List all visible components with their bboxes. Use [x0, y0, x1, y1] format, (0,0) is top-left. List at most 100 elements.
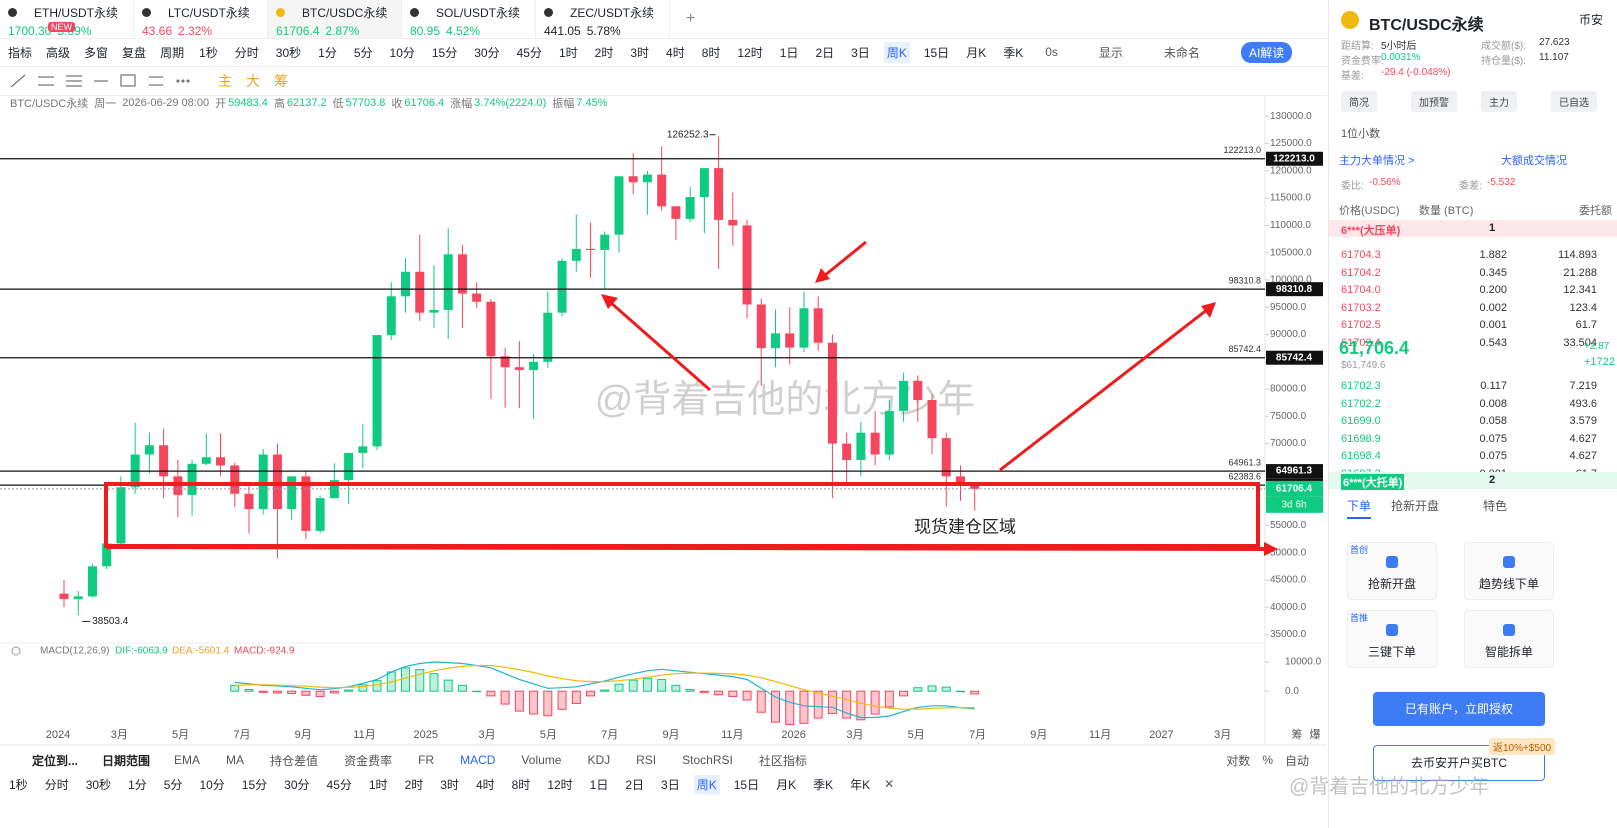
interval-button[interactable]: 15分	[431, 45, 458, 60]
link[interactable]: 主力大单情况 >	[1339, 155, 1415, 167]
tool-button[interactable]: 高级	[46, 45, 71, 60]
tool-button[interactable]: 0s	[1045, 45, 1058, 59]
panel-button[interactable]: 主力	[1481, 91, 1517, 112]
axis-option[interactable]: 自动	[1284, 753, 1309, 768]
order-tab[interactable]: 特色	[1483, 499, 1508, 513]
close-button[interactable]: ✕	[884, 777, 895, 791]
precision-select[interactable]: 1位小数	[1341, 128, 1381, 140]
feature-card[interactable]: 首推 三键下单	[1347, 610, 1437, 668]
interval-button[interactable]: 12时	[547, 777, 573, 792]
interval-button[interactable]: 2日	[625, 777, 645, 792]
indicator-button[interactable]: Volume	[521, 753, 562, 767]
tab[interactable]: LTC/USDT永续 43.66 2.32%	[134, 0, 268, 38]
interval-button[interactable]: 分时	[234, 45, 259, 60]
interval-button[interactable]: 10分	[199, 777, 225, 792]
interval-button[interactable]: 月K	[776, 777, 797, 792]
cta-button[interactable]: 已有账户，立即授权	[1373, 692, 1545, 726]
interval-button[interactable]: 1日	[589, 777, 609, 792]
book-cell: 1.882	[1479, 249, 1507, 261]
overlay-button[interactable]: 主	[218, 73, 232, 89]
interval-button[interactable]: 4时	[475, 777, 495, 792]
link[interactable]: 大额成交情况	[1501, 155, 1567, 167]
cta-button[interactable]: 去币安开户买BTC	[1373, 745, 1545, 781]
indicator-button[interactable]: FR	[418, 753, 435, 767]
interval-button[interactable]: 45分	[326, 777, 352, 792]
interval-button[interactable]: 3日	[851, 45, 870, 60]
interval-button[interactable]: 年K	[850, 777, 871, 792]
order-tab[interactable]: 抢新开盘	[1391, 499, 1440, 513]
interval-button[interactable]: 1分	[318, 45, 337, 60]
interval-button[interactable]: 1秒	[199, 45, 218, 60]
feature-card[interactable]: 智能拆单	[1464, 610, 1554, 668]
macd-bar	[344, 689, 354, 692]
feature-card[interactable]: 首创 抢新开盘	[1347, 542, 1437, 600]
interval-button[interactable]: 10分	[389, 45, 415, 60]
overlay-button[interactable]: 大	[246, 73, 260, 89]
indicator-button[interactable]: 资金费率	[344, 753, 393, 768]
feature-card[interactable]: 趋势线下单	[1464, 542, 1554, 600]
tool-button[interactable]: AI解读	[1240, 41, 1293, 63]
interval-button[interactable]: 45分	[516, 45, 542, 60]
interval-button[interactable]: 3时	[440, 777, 459, 792]
interval-button[interactable]: 周K	[693, 774, 720, 794]
interval-button[interactable]: 季K	[1003, 45, 1024, 60]
interval-button[interactable]: 1日	[779, 45, 799, 60]
interval-button[interactable]: 8时	[701, 45, 721, 60]
tool-button[interactable]: 多窗	[84, 45, 109, 60]
interval-button[interactable]: 2时	[594, 45, 614, 60]
tab[interactable]: ETH/USDT永续 1700.30 5.69% NEW	[0, 0, 134, 38]
indicator-button[interactable]: MACD	[460, 753, 496, 767]
bottom-button[interactable]: 定位到...	[32, 753, 79, 768]
indicator-button[interactable]: 持仓差值	[270, 753, 319, 768]
interval-button[interactable]: 8时	[511, 777, 531, 792]
axis-option[interactable]: %	[1262, 753, 1273, 767]
interval-button[interactable]: 15日	[733, 777, 760, 792]
interval-button[interactable]: 1秒	[9, 777, 28, 792]
tab[interactable]: SOL/USDT永续 80.95 4.52%	[402, 0, 536, 38]
interval-button[interactable]: 30分	[474, 45, 500, 60]
tool-button[interactable]: 指标	[8, 45, 33, 60]
interval-button[interactable]: 5分	[163, 777, 183, 792]
interval-button[interactable]: 30分	[284, 777, 310, 792]
interval-button[interactable]: 3日	[661, 777, 680, 792]
order-tab[interactable]: 下单	[1347, 497, 1372, 519]
interval-button[interactable]: 季K	[813, 777, 834, 792]
interval-button[interactable]: 周K	[883, 41, 910, 63]
interval-button[interactable]: 1时	[558, 45, 578, 60]
tool-button[interactable]: 复盘	[122, 45, 147, 60]
tab[interactable]: ZEC/USDT永续 441.05 5.78%	[536, 0, 670, 38]
interval-button[interactable]: 分时	[44, 777, 69, 792]
indicator-button[interactable]: EMA	[174, 753, 201, 767]
period-button[interactable]: 周期	[160, 45, 185, 60]
interval-button[interactable]: 30秒	[85, 777, 112, 792]
panel-button[interactable]: 简况	[1341, 91, 1377, 112]
interval-button[interactable]: 2时	[404, 777, 424, 792]
indicator-button[interactable]: MA	[226, 753, 245, 767]
axis-option[interactable]: 对数	[1226, 753, 1251, 768]
indicator-button[interactable]: RSI	[636, 753, 657, 767]
bottom-button[interactable]: 日期范围	[102, 753, 151, 768]
interval-button[interactable]: 4时	[666, 45, 685, 60]
interval-button[interactable]: 15分	[241, 777, 268, 792]
interval-button[interactable]: 1分	[128, 777, 147, 792]
indicator-button[interactable]: KDJ	[587, 753, 611, 767]
interval-button[interactable]: 月K	[966, 45, 987, 60]
panel-button[interactable]: 已自选	[1551, 91, 1597, 112]
add-tab[interactable]: +	[686, 10, 696, 27]
interval-button[interactable]: 2日	[815, 45, 835, 60]
interval-button[interactable]: 3时	[630, 45, 650, 60]
book-header: 价格(USDC)	[1339, 205, 1400, 217]
interval-button[interactable]: 30秒	[275, 45, 302, 60]
interval-button[interactable]: 15日	[923, 45, 950, 60]
tool-button[interactable]: 显示	[1098, 45, 1123, 60]
tab[interactable]: BTC/USDC永续 61706.4 2.87%	[268, 0, 402, 38]
overlay-button[interactable]: 筹	[274, 73, 288, 89]
community-button[interactable]: 社区指标	[758, 753, 807, 768]
panel-button[interactable]: 加预警	[1411, 91, 1457, 112]
tool-button[interactable]: 未命名	[1163, 45, 1200, 60]
indicator-button[interactable]: StochRSI	[682, 753, 733, 767]
candle-body	[728, 219, 738, 226]
interval-button[interactable]: 1时	[368, 777, 388, 792]
interval-button[interactable]: 5分	[353, 45, 373, 60]
interval-button[interactable]: 12时	[737, 45, 763, 60]
